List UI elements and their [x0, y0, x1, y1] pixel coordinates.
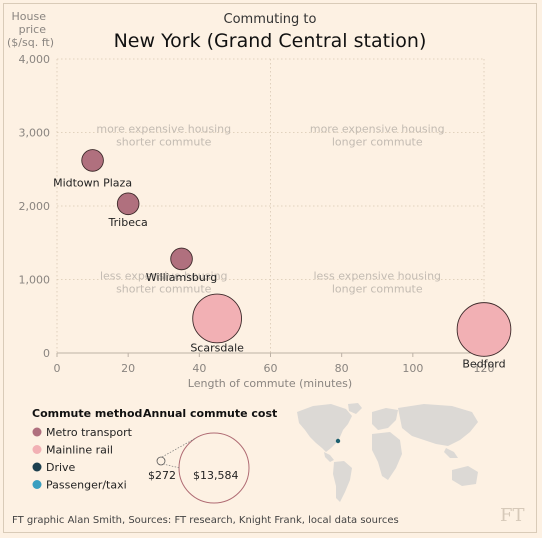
size-legend-connector-top — [161, 437, 197, 458]
quadrant-label-bottom-left: less expensive housing — [100, 270, 228, 283]
size-legend-title: Annual commute cost — [143, 407, 277, 420]
y-tick-label: 1,000 — [19, 274, 51, 287]
map-australia — [452, 466, 478, 486]
map-southeast-asia — [444, 448, 458, 458]
quadrant-label-top-left: shorter commute — [116, 136, 212, 149]
x-axis-label: Length of commute (minutes) — [188, 377, 352, 390]
bubble-williamsburg — [170, 247, 193, 271]
legend-item-label: Passenger/taxi — [46, 479, 127, 492]
y-tick-label: 4,000 — [19, 53, 51, 66]
legend-item-label: Drive — [46, 461, 76, 474]
legend-swatch — [32, 445, 42, 454]
bubble-scarsdale — [192, 293, 242, 344]
x-tick-label: 80 — [335, 362, 349, 375]
point-label: Bedford — [462, 357, 505, 370]
y-axis-label-line-1: House — [12, 10, 47, 23]
x-tick-label: 20 — [121, 362, 135, 375]
footer-credit: FT graphic Alan Smith, Sources: FT resea… — [12, 515, 399, 526]
x-tick-label: 40 — [192, 362, 206, 375]
chart-frame — [3, 3, 537, 533]
y-tick-label: 2,000 — [19, 200, 51, 213]
y-axis-label-line-3: ($/sq. ft) — [7, 36, 54, 49]
chart-subtitle: Commuting to — [224, 12, 317, 27]
x-tick-label: 120 — [474, 362, 495, 375]
legend-swatch — [32, 462, 42, 472]
quadrant-label-bottom-right: less expensive housing — [313, 270, 441, 283]
quadrant-label-top-left: more expensive housing — [96, 123, 231, 136]
point-label: Tribeca — [108, 216, 148, 229]
bubble-bedford — [456, 302, 512, 357]
map-africa — [372, 432, 402, 480]
map-greenland — [348, 403, 362, 414]
quadrant-label-top-right: longer commute — [332, 136, 423, 149]
point-label: Williamsburg — [146, 271, 217, 284]
legend-item-label: Mainline rail — [46, 444, 113, 457]
legend-swatch — [32, 480, 42, 489]
map-north-america — [297, 404, 352, 452]
size-legend-large-label: $13,584 — [193, 469, 239, 482]
legend: Metro transport Mainline rail Drive Passeng… — [32, 426, 133, 492]
y-tick-label: 3,000 — [19, 127, 51, 140]
map-location-marker — [335, 438, 341, 444]
quadrant-label-bottom-right: longer commute — [332, 283, 423, 296]
legend-item-label: Metro transport — [46, 426, 133, 439]
size-legend-large-circle — [178, 432, 250, 504]
x-tick-label: 60 — [264, 362, 278, 375]
y-axis-label-line-2: price — [19, 23, 47, 36]
point-label: Midtown Plaza — [53, 176, 132, 189]
x-tick-label: 100 — [402, 362, 423, 375]
size-legend-connector-bottom — [162, 463, 181, 469]
points-layer: Midtown Plaza Tribeca Williamsburg Scarsdal… — [53, 149, 512, 370]
size-legend-small-circle — [156, 456, 166, 466]
y-tick-label: 0 — [43, 347, 50, 360]
map-asia — [398, 404, 478, 446]
x-tick-label: 0 — [54, 362, 61, 375]
world-map — [297, 403, 478, 502]
legend-swatch — [32, 427, 42, 437]
quadrant-label-bottom-left: shorter commute — [116, 283, 212, 296]
legend-title: Commute method — [32, 407, 142, 420]
chart-title: New York (Grand Central station) — [114, 30, 427, 52]
bubble-tribeca — [116, 192, 140, 216]
point-label: Scarsdale — [190, 341, 244, 354]
ft-logo: FT — [500, 505, 525, 526]
bubble-midtown-plaza — [81, 149, 104, 172]
axis-layer: 0 1,000 2,000 3,000 4,000 0 20 40 60 80 100 120 — [19, 53, 495, 375]
map-europe — [372, 408, 398, 430]
map-central-america — [324, 452, 334, 462]
map-south-america — [333, 461, 352, 502]
quadrant-label-top-right: more expensive housing — [310, 123, 445, 136]
size-legend-small-label: $272 — [148, 469, 176, 482]
